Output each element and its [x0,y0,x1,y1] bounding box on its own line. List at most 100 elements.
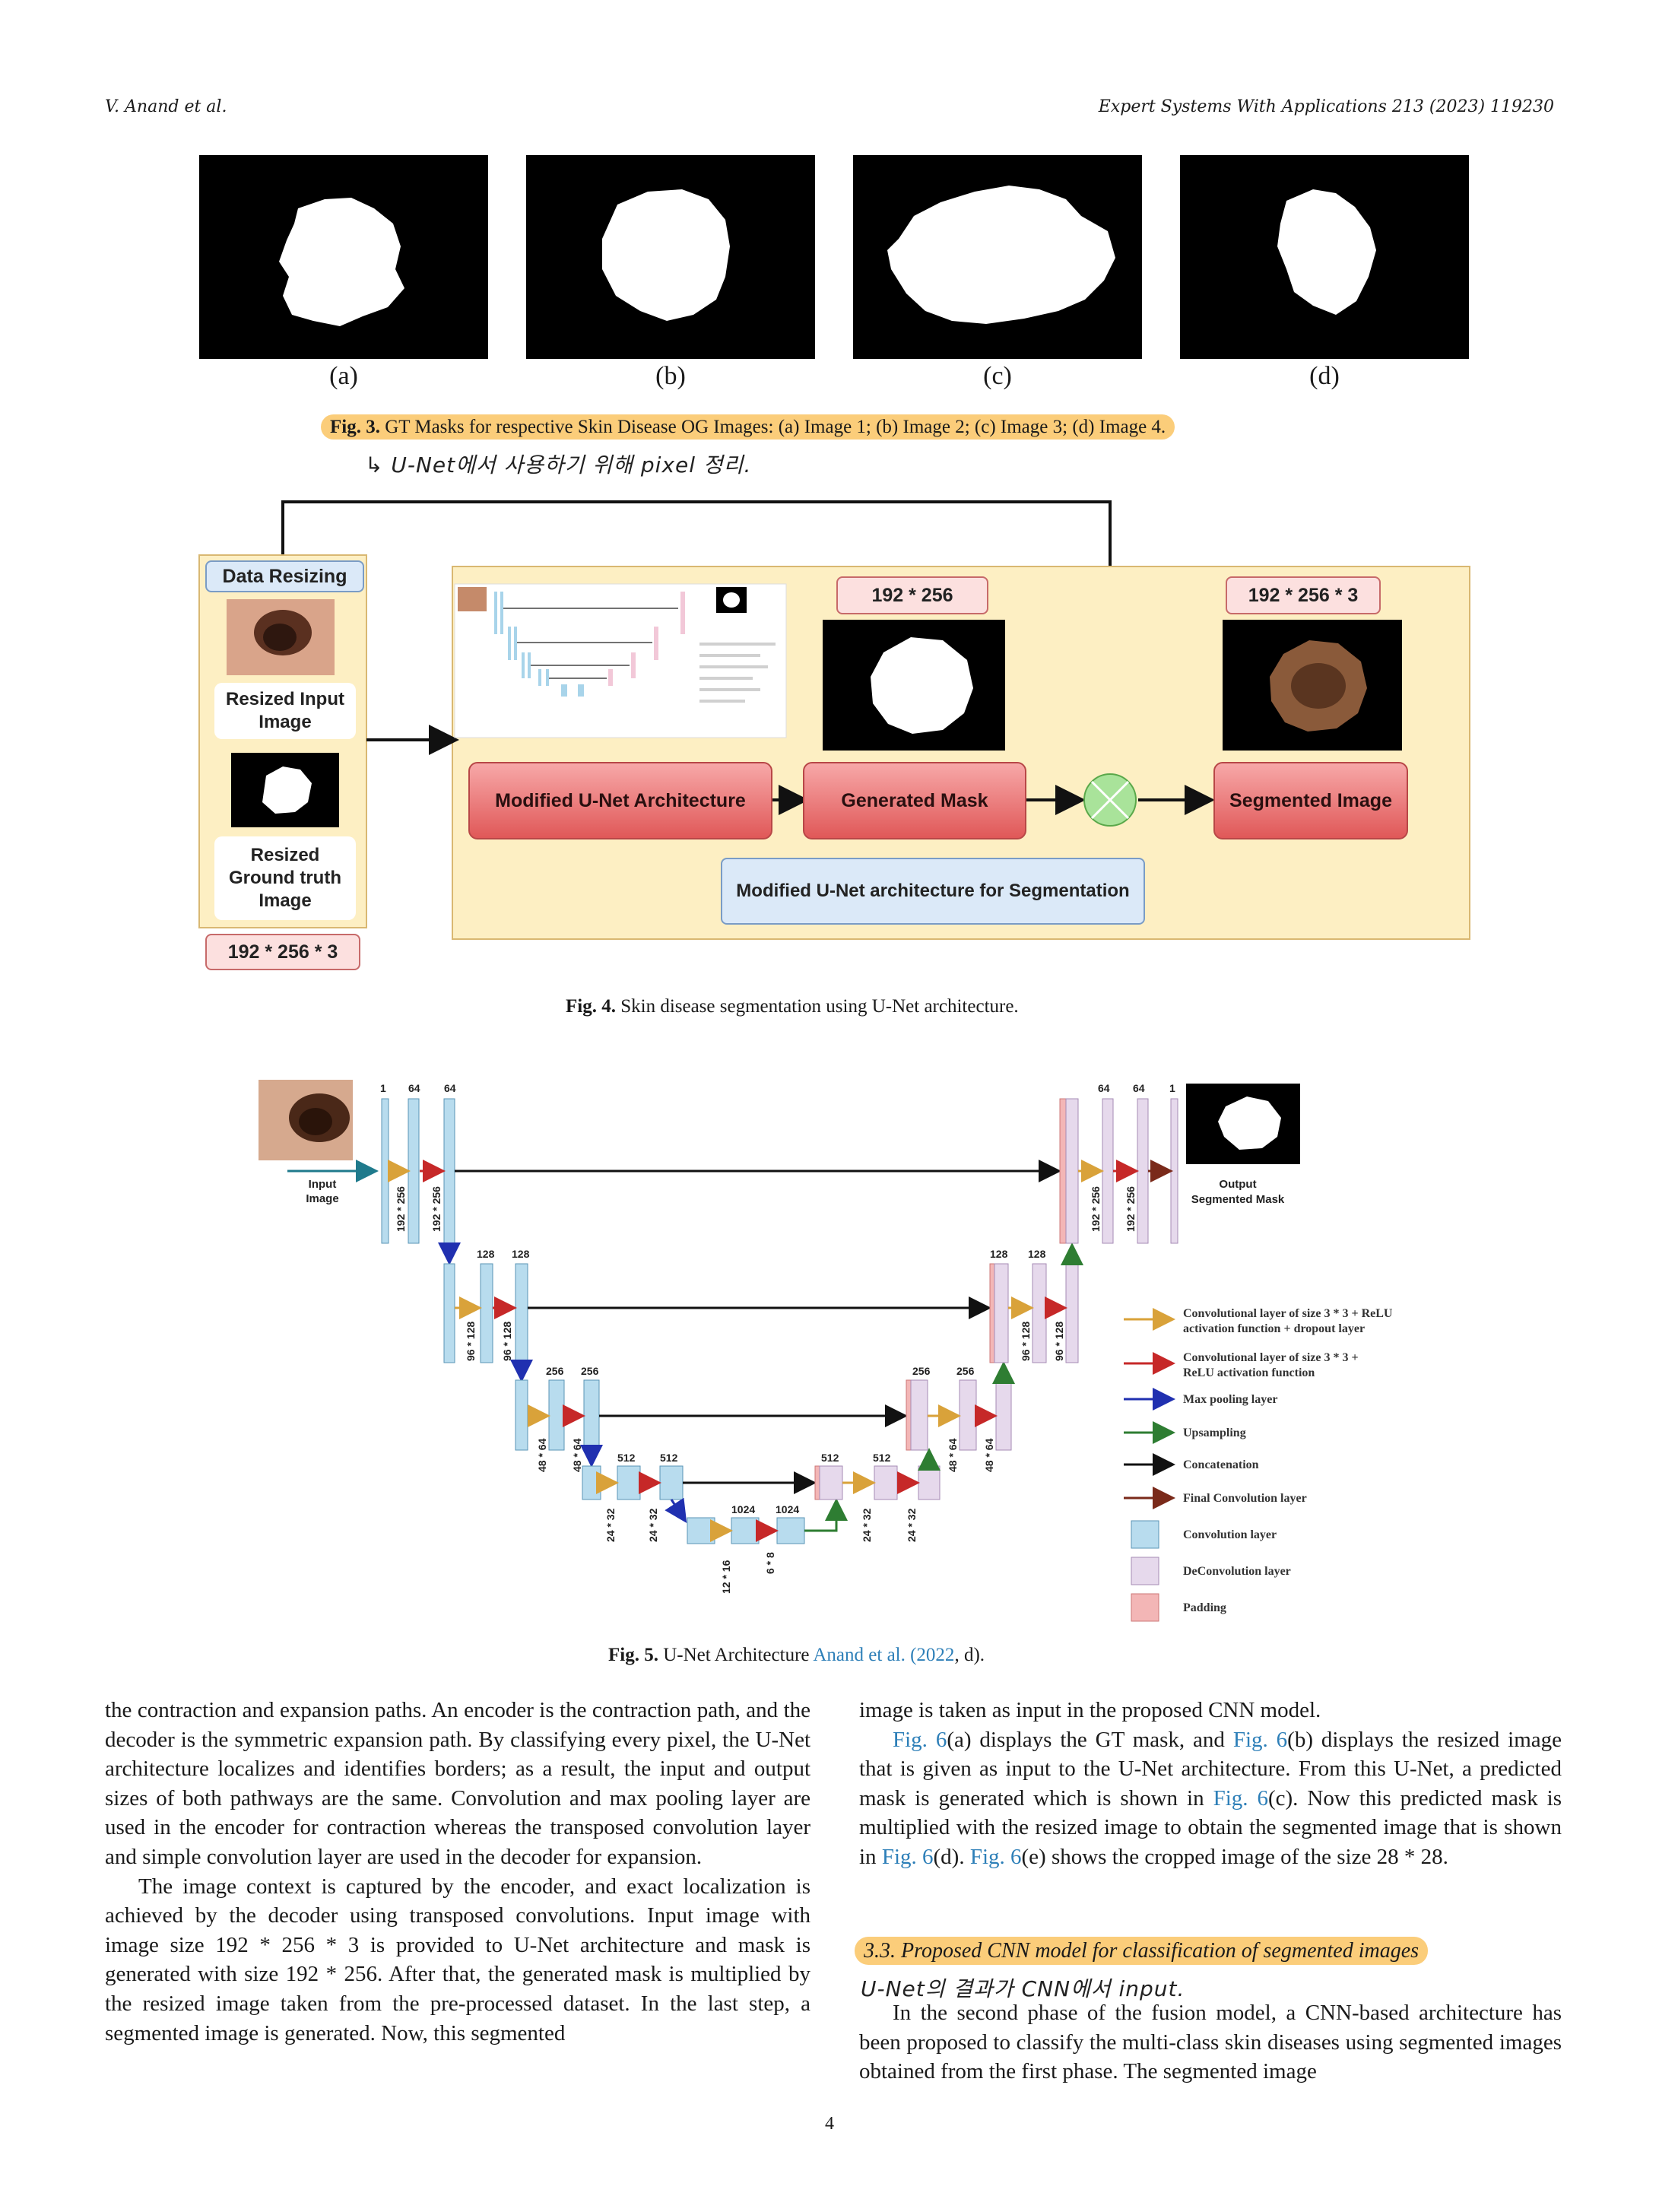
fig4-caption-label: Fig. 4. [566,996,616,1017]
fig3-caption-label: Fig. 3. [330,417,380,437]
right-column-top: image is taken as input in the proposed … [859,1696,1562,1872]
ch-d256a: 256 [912,1365,931,1377]
ch-256a: 256 [546,1365,564,1377]
ch-d512b: 512 [873,1452,891,1464]
conv-block-64b [443,1098,455,1244]
ch-64b: 64 [444,1082,456,1094]
left-size-label: 192 * 256 * 3 [205,934,360,970]
size-u24a: 24 * 32 [861,1508,873,1542]
right-paragraph-1: image is taken as input in the proposed … [859,1698,1321,1722]
left-paragraph-2: The image context is captured by the enc… [105,1874,810,2045]
gt-mask-c [853,155,1142,359]
fig6-link-3[interactable]: Fig. 6 [1213,1785,1268,1811]
right-paragraph-3: In the second phase of the fusion model,… [859,2001,1562,2084]
legend-deconv-swatch [1131,1557,1159,1585]
legend-9: Padding [1183,1601,1226,1614]
fig5-caption-link[interactable]: Anand et al. (2022 [813,1645,955,1665]
ch-512b: 512 [660,1452,678,1464]
fig4-caption: Fig. 4. Skin disease segmentation using … [566,996,1019,1017]
ch-256b: 256 [581,1365,599,1377]
fig6-link-5[interactable]: Fig. 6 [969,1844,1022,1869]
segmented-size-label: 192 * 256 * 3 [1226,576,1381,614]
modified-unet-box: Modified U-Net Architecture [468,762,772,839]
size-12: 12 * 16 [720,1560,732,1594]
section-handwritten-note: U-Net의 결과가 CNN에서 input. [861,1976,1185,2001]
size-u48b: 48 * 64 [983,1438,995,1472]
section-heading-text: 3.3. Proposed CNN model for classificati… [855,1937,1429,1965]
sublabel-d: (d) [1309,362,1340,390]
conv-block-1 [381,1098,389,1244]
legend-5: Concatenation [1183,1458,1259,1471]
fig4-caption-text: Skin disease segmentation using U-Net ar… [620,996,1019,1017]
p2-text-e: (e) shows the cropped image of the size … [1021,1844,1448,1869]
legend-1b: activation function + dropout layer [1183,1322,1365,1335]
size-u192a: 192 * 256 [1090,1186,1102,1232]
fig3-caption: Fig. 3. GT Masks for respective Skin Dis… [321,414,1175,440]
fig3-handwritten-note: ↳ U-Net에서 사용하기 위해 pixel 정리. [365,452,752,478]
fig5-unet-diagram: 1 64 64 128 128 256 256 512 512 1024 102… [259,1080,1393,1622]
ch-128a: 128 [477,1248,495,1260]
running-header-authors: V. Anand et al. [105,97,227,116]
resized-gt-line2: Ground truth [229,868,341,888]
size-u48a: 48 * 64 [947,1438,959,1472]
legend-conv-swatch [1131,1520,1159,1549]
size-192a: 192 * 256 [395,1186,407,1232]
legend-2b: ReLU activation function [1183,1366,1315,1379]
resized-gt-line3: Image [259,890,312,911]
size-u192b: 192 * 256 [1125,1186,1137,1232]
p2-text-d: (d). [933,1844,970,1869]
size-48a: 48 * 64 [536,1438,548,1472]
input-label-2: Image [306,1192,338,1205]
size-6: 6 * 8 [764,1552,776,1574]
conv-block-64a [408,1098,420,1244]
segmented-image-box: Segmented Image [1213,762,1408,839]
right-paragraph-2: Fig. 6(a) displays the GT mask, and Fig.… [859,1725,1562,1872]
p2-text-b: (b) displays the resized image that is g… [859,1727,1562,1811]
size-96b: 96 * 128 [501,1322,513,1361]
gt-mask-d [1180,155,1469,359]
ch-1024a: 1024 [731,1503,755,1515]
output-label-1: Output [1219,1178,1256,1191]
fig5-caption: Fig. 5. U-Net Architecture Anand et al. … [608,1645,985,1666]
resized-input-label: Resized Input Image [214,683,356,739]
resized-input-line2: Image [259,712,312,732]
data-resizing-label: Data Resizing [205,560,364,592]
unet-segmentation-label: Modified U-Net architecture for Segmenta… [721,858,1145,925]
ch-64a: 64 [408,1082,420,1094]
page-number: 4 [825,2114,834,2134]
resized-gt-label: Resized Ground truth Image [214,836,356,920]
legend-1a: Convolutional layer of size 3 * 3 + ReLU [1183,1307,1393,1320]
p2-text-c: (c). Now this predicted mask is multipli… [859,1785,1562,1869]
fig5-caption-text: U-Net Architecture [663,1645,810,1665]
legend-6: Final Convolution layer [1183,1492,1307,1505]
ch-d64a: 64 [1098,1082,1110,1094]
sublabel-b: (b) [655,362,686,390]
section-heading: 3.3. Proposed CNN model for classificati… [855,1937,1429,1965]
fig6-link-2[interactable]: Fig. 6 [1232,1727,1288,1752]
ch-d512a: 512 [821,1452,839,1464]
gt-mask-a [199,155,488,359]
mask-size-label: 192 * 256 [836,576,988,614]
size-24a: 24 * 32 [604,1508,617,1542]
running-header-journal: Expert Systems With Applications 213 (20… [1098,97,1554,116]
ch-d128b: 128 [1028,1248,1046,1260]
size-48b: 48 * 64 [571,1438,583,1472]
legend-7: Convolution layer [1183,1528,1277,1541]
right-column-bottom: In the second phase of the fusion model,… [859,1998,1562,2087]
ch-512a: 512 [617,1452,636,1464]
legend-3: Max pooling layer [1183,1393,1277,1406]
size-24b: 24 * 32 [647,1508,659,1542]
fig6-link-1[interactable]: Fig. 6 [893,1727,947,1752]
resized-gt-line1: Resized [250,845,320,865]
generated-mask-box: Generated Mask [803,762,1026,839]
fig6-link-4[interactable]: Fig. 6 [881,1844,934,1869]
size-u24b: 24 * 32 [906,1508,918,1542]
sublabel-a: (a) [329,362,358,390]
size-u96b: 96 * 128 [1053,1322,1065,1361]
ch-1: 1 [380,1082,386,1094]
gt-mask-b [526,155,815,359]
p2-text-a: (a) displays the GT mask, and [947,1727,1233,1752]
ch-d128a: 128 [990,1248,1008,1260]
size-u96a: 96 * 128 [1020,1322,1032,1361]
fig5-caption-tail: , d). [954,1645,985,1665]
